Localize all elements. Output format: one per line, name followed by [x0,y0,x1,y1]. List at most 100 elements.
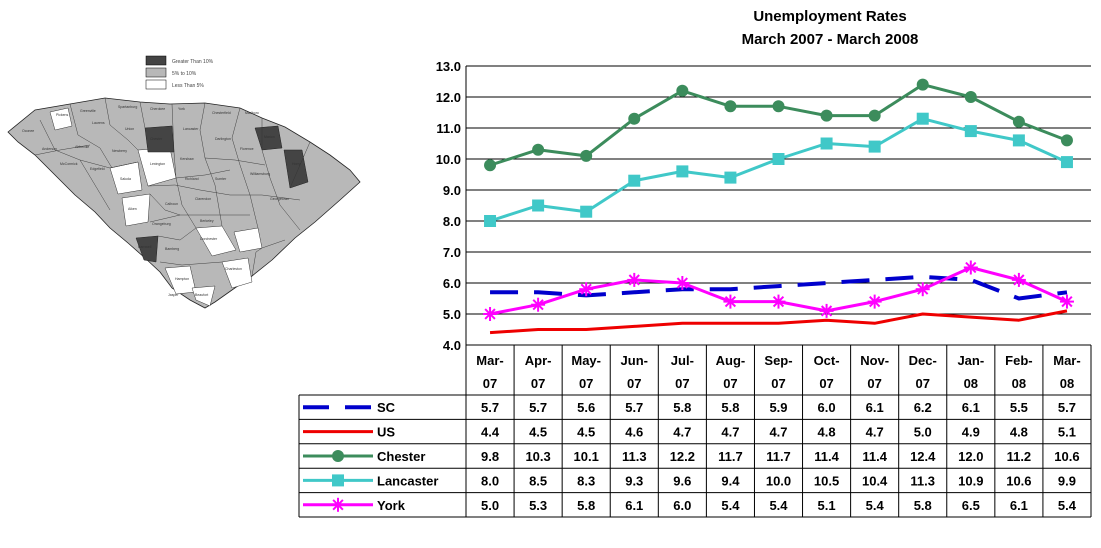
data-point-chester [532,143,545,156]
table-cell: 10.6 [1006,473,1031,488]
legend-marker-chester [332,450,344,462]
map-legend: Greater Than 10% 5% to 10% Less Than 5% [145,55,214,90]
table-cell: 5.0 [914,425,932,440]
table-cell: 6.0 [673,498,691,513]
y-tick-label: 4.0 [443,338,461,353]
y-tick-label: 6.0 [443,276,461,291]
table-cell: 5.6 [577,400,595,415]
svg-text:Anderson: Anderson [42,147,57,151]
y-tick-label: 10.0 [436,152,461,167]
table-cell: 11.2 [1007,449,1032,464]
svg-text:Georgetown: Georgetown [270,197,289,201]
legend-marker-lancaster [332,474,344,487]
svg-text:Saluda: Saluda [120,177,131,181]
table-cell: 4.7 [721,425,739,440]
table-cell: 4.5 [529,425,547,440]
table-cell: 5.4 [769,498,788,513]
svg-text:Dorchester: Dorchester [200,237,218,241]
series-line-us [489,309,1068,335]
x-tick-label: Nov- [860,353,889,368]
data-point-york [723,294,738,309]
table-cell: 5.3 [529,498,547,513]
svg-text:Marlboro: Marlboro [245,111,259,115]
data-point-york [915,282,930,297]
x-tick-label-year: 08 [964,376,978,391]
svg-text:Clarendon: Clarendon [195,197,211,201]
table-cell: 4.8 [818,425,836,440]
table-cell: 9.4 [721,473,740,488]
legend-swatch-less-than-5 [145,79,167,90]
svg-text:Jasper: Jasper [168,293,179,297]
svg-text:Aiken: Aiken [128,207,137,211]
table-cell: 6.1 [866,400,884,415]
data-point-lancaster [868,140,881,153]
table-cell: 11.3 [622,449,647,464]
y-tick-label: 5.0 [443,307,461,322]
table-cell: 5.1 [818,498,836,513]
legend-swatch-5-to-10 [145,67,167,78]
svg-text:McCormick: McCormick [60,162,78,166]
table-cell: 9.9 [1058,473,1076,488]
svg-text:Calhoun: Calhoun [165,202,178,206]
svg-text:Union: Union [125,127,134,131]
x-tick-label: Oct- [814,353,840,368]
table-cell: 10.3 [525,449,550,464]
svg-text:Horry: Horry [292,162,301,166]
table-cell: 4.9 [962,425,980,440]
table-cell: 4.8 [1010,425,1028,440]
x-tick-label-year: 07 [819,376,833,391]
y-tick-label: 9.0 [443,183,461,198]
table-cell: 6.5 [962,498,980,513]
table-cell: 5.8 [721,400,739,415]
svg-text:Chesterfield: Chesterfield [212,111,231,115]
table-cell: 4.6 [625,425,643,440]
table-cell: 8.5 [529,473,547,488]
south-carolina-county-map: Greater Than 10% 5% to 10% Less Than 5% [7,55,361,309]
data-point-lancaster [1012,134,1025,147]
svg-text:Berkeley: Berkeley [200,219,214,223]
x-tick-label: Jul- [671,353,694,368]
x-tick-label: Feb- [1005,353,1032,368]
table-cell: 5.0 [481,498,499,513]
legend-marker-york [331,497,345,512]
table-cell: 9.6 [673,473,691,488]
data-point-york [963,260,978,275]
table-cell: 5.8 [673,400,691,415]
svg-text:Barnwell: Barnwell [138,245,152,249]
x-tick-label: Apr- [525,353,552,368]
x-tick-label-year: 08 [1060,376,1074,391]
table-cell: 5.7 [529,400,547,415]
series-line-lancaster [489,117,1068,223]
svg-text:Darlington: Darlington [215,137,231,141]
data-point-york [483,307,498,321]
data-point-chester [580,149,593,162]
table-cell: 5.4 [866,498,885,513]
data-point-lancaster [772,153,785,165]
table-cell: 5.7 [625,400,643,415]
data-point-york [579,282,594,297]
svg-text:Sumter: Sumter [215,177,227,181]
data-point-chester [676,84,689,97]
data-point-lancaster [916,112,929,125]
x-tick-label: Aug- [716,353,746,368]
table-cell: 10.9 [958,473,983,488]
x-tick-label-year: 07 [483,376,497,391]
svg-text:Oconee: Oconee [22,129,34,133]
svg-text:Charleston: Charleston [225,267,242,271]
svg-text:Newberry: Newberry [112,149,127,153]
x-tick-label-year: 07 [627,376,641,391]
table-cell: 6.0 [818,400,836,415]
data-point-lancaster [1060,156,1073,169]
x-tick-label: Sep- [764,353,792,368]
x-tick-label-year: 07 [771,376,785,391]
data-point-lancaster [628,174,641,187]
table-cell: 5.7 [1058,400,1076,415]
x-tick-label: May- [571,353,601,368]
map-state-shape: Pickens Greenville Spartanburg Cherokee Yo… [7,97,361,309]
svg-text:Laurens: Laurens [92,121,105,125]
table-cell: 11.7 [718,449,743,464]
svg-text:Hampton: Hampton [175,277,189,281]
data-point-chester [964,91,977,103]
x-tick-label-year: 07 [915,376,929,391]
